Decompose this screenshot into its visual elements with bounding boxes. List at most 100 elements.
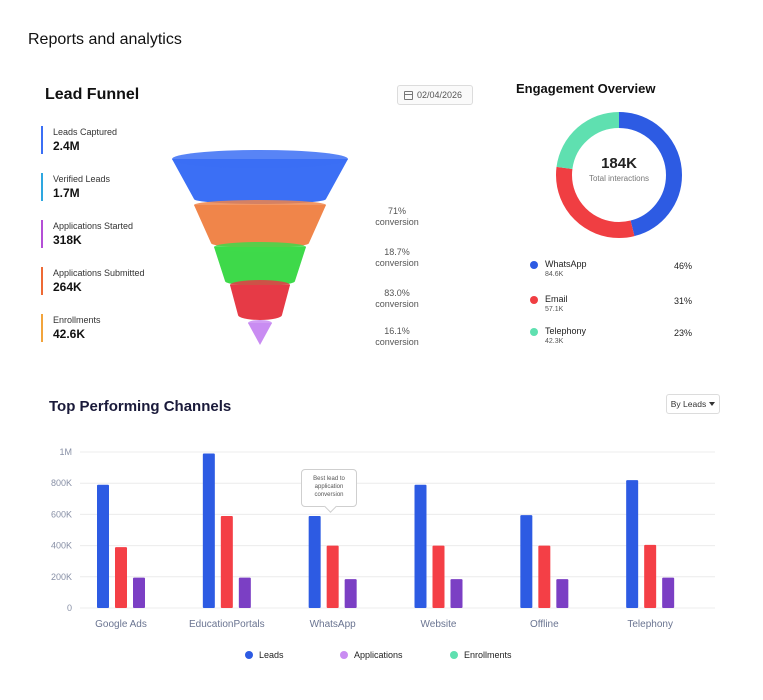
donut-slice-telephony — [556, 112, 682, 238]
channels-bar-chart: 0 200K 400K 600K 800K 1M Google Ads EducationPo… — [51, 447, 715, 630]
stage-value: 1.7M — [53, 186, 80, 200]
stage-label: Leads Captured — [53, 127, 118, 137]
funnel-layer-1 — [172, 150, 348, 204]
donut-center: 184K Total interactions — [575, 155, 663, 183]
funnel-stage-leads-captured: Leads Captured 2.4M — [41, 126, 171, 154]
conversion-label: conversion — [375, 258, 419, 268]
stage-label: Applications Submitted — [53, 268, 145, 278]
bar-applications — [220, 515, 233, 608]
legend-label: Enrollments — [464, 650, 512, 660]
email-dot — [530, 296, 538, 304]
chevron-down-icon — [709, 402, 716, 406]
bar-leads — [520, 515, 533, 608]
funnel-graphic — [172, 150, 348, 345]
funnel-stage-applications-submitted: Applications Submitted 264K — [41, 267, 171, 295]
total-interactions-label: Total interactions — [588, 174, 650, 183]
bar-applications — [644, 544, 657, 608]
channels-title: Top Performing Channels — [49, 398, 232, 415]
bar-applications — [115, 547, 127, 608]
funnel-layer-5 — [248, 320, 272, 345]
bar-applications — [326, 545, 339, 608]
whatsapp-dot — [530, 261, 538, 269]
x-tick-label: EducationPortals — [189, 619, 265, 630]
bar-leads — [202, 453, 215, 608]
engagement-percent: 23% — [673, 328, 692, 338]
y-tick-label: 600K — [51, 509, 72, 519]
bar-applications — [538, 545, 551, 608]
engagement-percent: 46% — [673, 261, 692, 271]
conversion-value: 71% — [387, 206, 406, 216]
chart-tooltip: Best lead to application conversion — [301, 469, 357, 507]
bar-enrollments — [344, 579, 357, 608]
funnel-stage-enrollments: Enrollments 42.6K — [41, 314, 171, 342]
bar-leads — [414, 484, 427, 608]
engagement-name: WhatsApp — [545, 259, 587, 269]
engagement-percent: 31% — [673, 296, 692, 306]
bar-enrollments — [450, 579, 463, 608]
engagement-count: 84.6K — [545, 271, 564, 278]
sort-by-label: By Leads — [670, 399, 707, 409]
conversion-rate-4: 16.1% conversion — [362, 326, 432, 348]
bar-enrollments — [662, 577, 675, 608]
funnel-layer-4 — [230, 280, 290, 320]
conversion-value: 83.0% — [384, 288, 410, 298]
y-tick-label: 200K — [51, 572, 72, 582]
conversion-rate-3: 83.0% conversion — [362, 288, 432, 310]
stage-label: Applications Started — [53, 221, 134, 231]
sort-by-dropdown[interactable]: By Leads — [666, 394, 720, 414]
y-tick-label: 1M — [59, 447, 72, 457]
legend-dot — [450, 651, 458, 659]
stage-value: 264K — [53, 280, 82, 294]
x-tick-label: Google Ads — [95, 619, 147, 630]
calendar-icon — [404, 90, 413, 100]
engagement-count: 57.1K — [545, 306, 564, 313]
total-interactions-value: 184K — [601, 155, 637, 172]
legend-label: Applications — [354, 650, 403, 660]
legend-item-enrollments: Enrollments — [450, 650, 512, 660]
x-tick-label: Website — [421, 619, 457, 630]
legend-label: Leads — [259, 650, 284, 660]
conversion-rate-2: 18.7% conversion — [362, 247, 432, 269]
bar-leads — [97, 484, 109, 608]
y-tick-label: 400K — [51, 541, 72, 551]
legend-dot — [340, 651, 348, 659]
bar-applications — [432, 545, 445, 608]
funnel-stage-applications-started: Applications Started 318K — [41, 220, 171, 248]
funnel-stage-verified-leads: Verified Leads 1.7M — [41, 173, 171, 201]
page-title: Reports and analytics — [28, 31, 182, 48]
engagement-item-email: Email 57.1K 31% — [530, 293, 700, 317]
bar-leads — [626, 480, 639, 608]
engagement-title: Engagement Overview — [516, 81, 656, 96]
engagement-item-telephony: Telephony 42.3K 23% — [530, 325, 700, 349]
bar-enrollments — [238, 577, 251, 608]
conversion-label: conversion — [375, 299, 419, 309]
engagement-donut — [556, 112, 682, 238]
engagement-item-whatsapp: WhatsApp 84.6K 46% — [530, 258, 700, 282]
engagement-name: Email — [545, 294, 568, 304]
y-tick-label: 800K — [51, 478, 72, 488]
legend-item-leads: Leads — [245, 650, 284, 660]
legend-item-applications: Applications — [340, 650, 403, 660]
conversion-value: 16.1% — [384, 326, 410, 336]
conversion-rate-1: 71% conversion — [362, 206, 432, 228]
y-tick-label: 0 — [67, 603, 72, 613]
x-tick-label: WhatsApp — [310, 619, 357, 630]
donut-slice-email — [556, 112, 682, 238]
bar-leads — [308, 515, 321, 608]
conversion-label: conversion — [375, 217, 419, 227]
conversion-label: conversion — [375, 337, 419, 347]
stage-value: 318K — [53, 233, 82, 247]
engagement-name: Telephony — [545, 326, 587, 336]
funnel-layer-3 — [214, 242, 306, 286]
date-picker-value: 02/04/2026 — [417, 90, 463, 100]
x-tick-label: Offline — [530, 619, 559, 630]
date-picker[interactable]: 02/04/2026 — [397, 85, 473, 105]
bar-enrollments — [556, 579, 569, 608]
bar-enrollments — [133, 577, 145, 608]
stage-value: 2.4M — [53, 139, 80, 153]
stage-value: 42.6K — [53, 327, 86, 341]
stage-label: Verified Leads — [53, 174, 111, 184]
lead-funnel-title: Lead Funnel — [45, 86, 140, 103]
engagement-count: 42.3K — [545, 338, 564, 345]
stage-label: Enrollments — [53, 315, 101, 325]
